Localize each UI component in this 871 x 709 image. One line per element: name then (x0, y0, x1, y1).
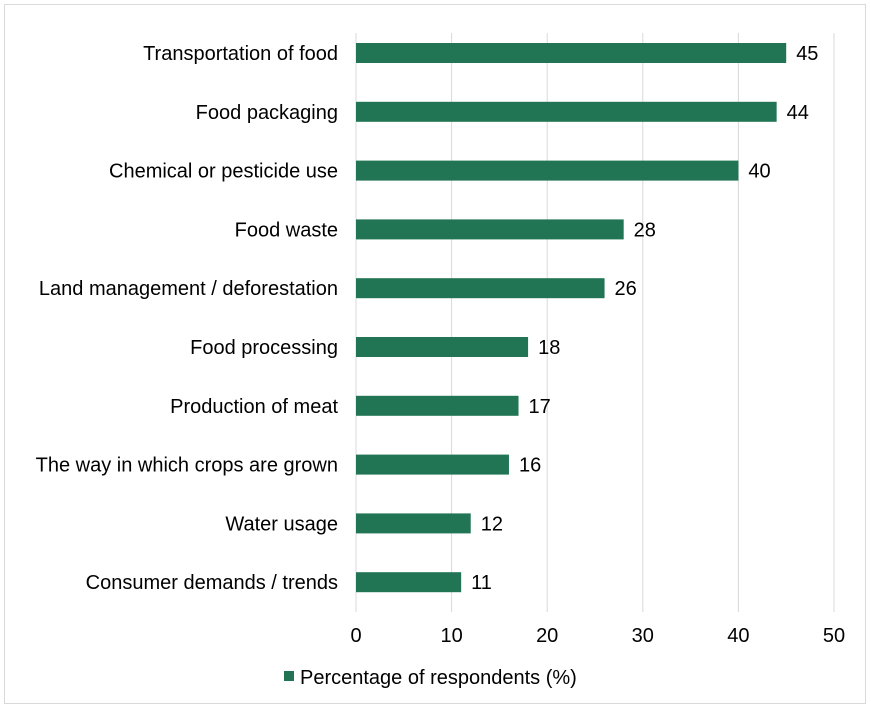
category-labels: Transportation of food Food packaging Chem… (36, 43, 339, 594)
category-label: Water usage (225, 513, 338, 535)
bar (356, 43, 787, 63)
legend-swatch (284, 671, 294, 681)
data-label: 40 (748, 161, 770, 183)
bar (356, 513, 471, 534)
data-label: 44 (787, 102, 809, 124)
bar (356, 219, 624, 240)
category-label: Consumer demands / trends (86, 572, 338, 594)
bar (356, 160, 739, 181)
bar (356, 454, 509, 475)
legend-label: Percentage of respondents (%) (300, 667, 577, 689)
data-label: 18 (538, 337, 560, 359)
data-label: 45 (796, 43, 818, 65)
data-label: 16 (519, 455, 541, 477)
bar (356, 278, 605, 299)
x-tick-label: 40 (727, 625, 749, 647)
data-label: 12 (481, 513, 503, 535)
category-label: Transportation of food (143, 43, 338, 65)
category-label: The way in which crops are grown (36, 455, 338, 477)
x-axis-ticks: 0 10 20 30 40 50 (350, 625, 845, 647)
x-tick-label: 30 (632, 625, 654, 647)
category-label: Land management / deforestation (39, 278, 338, 300)
bar (356, 572, 462, 593)
data-label: 17 (529, 396, 551, 418)
bar (356, 395, 519, 416)
x-tick-label: 20 (536, 625, 558, 647)
bars (356, 43, 787, 593)
bar (356, 101, 777, 122)
data-label: 28 (634, 219, 656, 241)
category-label: Chemical or pesticide use (109, 161, 338, 183)
data-label: 26 (615, 278, 637, 300)
bar (356, 337, 529, 357)
data-labels: 45 44 40 28 26 18 17 16 12 11 (471, 43, 818, 594)
category-label: Production of meat (170, 396, 338, 418)
category-label: Food packaging (196, 102, 338, 124)
x-tick-label: 10 (440, 625, 462, 647)
data-label: 11 (471, 572, 492, 594)
category-label: Food processing (190, 337, 338, 359)
x-tick-label: 50 (823, 625, 845, 647)
x-tick-label: 0 (350, 625, 361, 647)
category-label: Food waste (235, 219, 338, 241)
legend: Percentage of respondents (%) (284, 667, 577, 689)
